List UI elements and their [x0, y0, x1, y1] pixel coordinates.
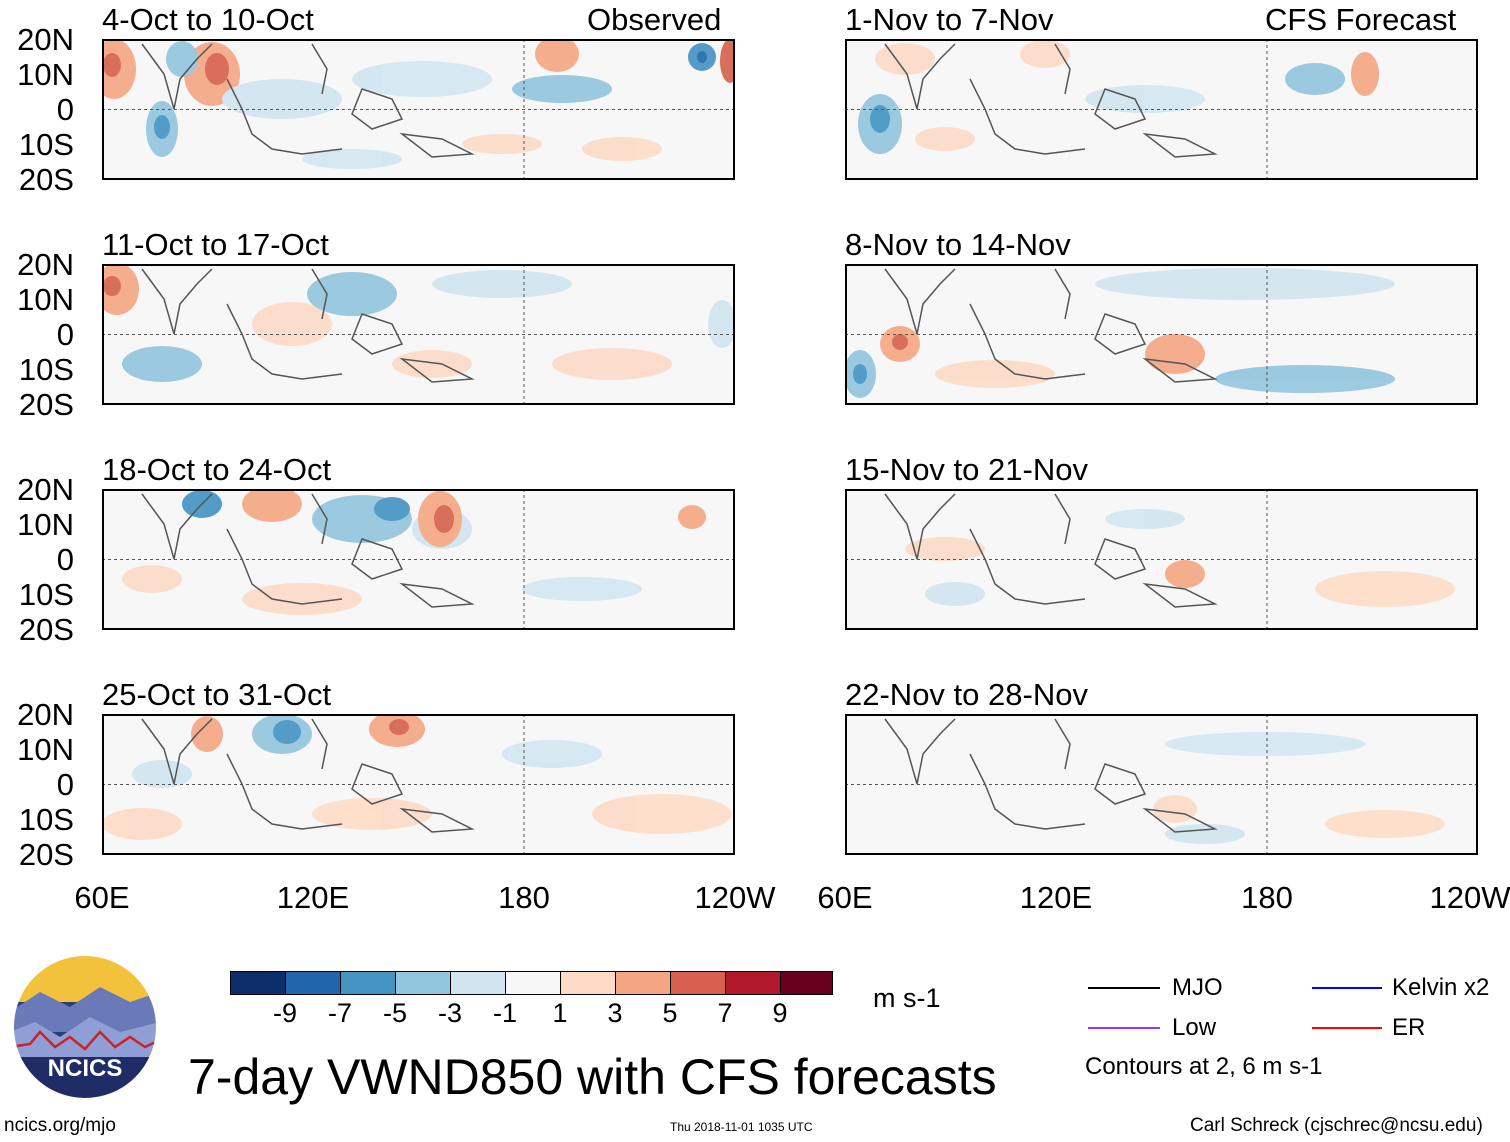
y-tick-label: 0	[56, 92, 74, 127]
colorbar-swatch	[395, 971, 451, 995]
y-tick-label: 10S	[18, 802, 74, 837]
contours-note: Contours at 2, 6 m s-1	[1085, 1053, 1323, 1080]
legend-line-er	[1312, 1027, 1382, 1029]
colorbar-swatch	[780, 971, 833, 995]
y-tick-label: 0	[56, 767, 74, 802]
colorbar-swatch	[670, 971, 726, 995]
legend-label-kelvin: Kelvin x2	[1392, 974, 1490, 1001]
colorbar-label: 5	[662, 998, 678, 1028]
legend-line-low	[1088, 1027, 1160, 1029]
y-tick-label: 10N	[17, 57, 74, 92]
map-panel-obs-2	[102, 264, 735, 405]
map-panel-fcst-4	[845, 714, 1478, 855]
panel-title-fcst-2: 8-Nov to 14-Nov	[845, 227, 1071, 262]
footer-timestamp: Thu 2018-11-01 1035 UTC	[670, 1120, 813, 1134]
logo-text: NCICS	[48, 1055, 123, 1082]
legend-line-kelvin	[1312, 987, 1382, 989]
y-tick-label: 20S	[18, 162, 74, 197]
colorbar-label: -3	[437, 998, 463, 1028]
x-tick-label: 180	[1241, 880, 1293, 915]
y-tick-label: 10N	[17, 282, 74, 317]
footer-url: ncics.org/mjo	[4, 1115, 116, 1136]
panel-title-obs-1: 4-Oct to 10-Oct	[102, 2, 314, 37]
x-tick-label: 180	[498, 880, 550, 915]
x-tick-label: 120E	[276, 880, 350, 915]
legend-line-mjo	[1088, 987, 1160, 989]
legend-label-er: ER	[1392, 1014, 1426, 1041]
map-panel-obs-1	[102, 39, 735, 180]
footer-credit: Carl Schreck (cjschrec@ncsu.edu)	[1190, 1115, 1483, 1136]
map-panel-obs-4	[102, 714, 735, 855]
y-tick-label: 20N	[17, 247, 74, 282]
y-tick-label: 20S	[18, 837, 74, 872]
y-tick-label: 10N	[17, 507, 74, 542]
colorbar-units: m s-1	[873, 983, 941, 1013]
colorbar-swatch	[560, 971, 616, 995]
legend-label-mjo: MJO	[1172, 974, 1223, 1001]
x-tick-label: 120W	[1429, 880, 1510, 915]
y-tick-label: 20S	[18, 387, 74, 422]
colorbar-label: 1	[552, 998, 568, 1028]
colorbar-swatch	[725, 971, 781, 995]
x-tick-label: 60E	[817, 880, 873, 915]
colorbar-label: -9	[272, 998, 298, 1028]
panel-title-obs-3: 18-Oct to 24-Oct	[102, 452, 332, 487]
colorbar-swatch	[505, 971, 561, 995]
colorbar-label: 7	[717, 998, 733, 1028]
panel-title-fcst-3: 15-Nov to 21-Nov	[845, 452, 1088, 487]
y-tick-label: 20N	[17, 472, 74, 507]
y-tick-label: 0	[56, 317, 74, 352]
colorbar-label: 9	[772, 998, 788, 1028]
map-panel-fcst-2	[845, 264, 1478, 405]
y-tick-label: 10N	[17, 732, 74, 767]
y-tick-label: 20S	[18, 612, 74, 647]
cfs-forecast-label: CFS Forecast	[1265, 2, 1457, 37]
y-tick-label: 0	[56, 542, 74, 577]
observed-label: Observed	[587, 2, 722, 37]
y-tick-label: 10S	[18, 577, 74, 612]
x-tick-label: 120E	[1019, 880, 1093, 915]
colorbar-swatch	[450, 971, 506, 995]
panel-title-obs-4: 25-Oct to 31-Oct	[102, 677, 332, 712]
colorbar-label: -1	[492, 998, 518, 1028]
map-panel-obs-3	[102, 489, 735, 630]
main-title: 7-day VWND850 with CFS forecasts	[188, 1049, 997, 1105]
legend-label-low: Low	[1172, 1014, 1217, 1041]
colorbar-swatch	[340, 971, 396, 995]
colorbar-label: 3	[607, 998, 623, 1028]
colorbar-swatch	[615, 971, 671, 995]
colorbar-swatch	[285, 971, 341, 995]
ncics-logo: NCICS	[12, 954, 158, 1100]
colorbar-swatch	[230, 971, 286, 995]
colorbar-label: -5	[382, 998, 408, 1028]
panel-title-fcst-4: 22-Nov to 28-Nov	[845, 677, 1088, 712]
colorbar-label: -7	[327, 998, 353, 1028]
panel-title-fcst-1: 1-Nov to 7-Nov	[845, 2, 1054, 37]
y-tick-label: 20N	[17, 22, 74, 57]
map-panel-fcst-3	[845, 489, 1478, 630]
map-panel-fcst-1	[845, 39, 1478, 180]
y-tick-label: 20N	[17, 697, 74, 732]
x-tick-label: 60E	[74, 880, 130, 915]
panel-title-obs-2: 11-Oct to 17-Oct	[102, 227, 329, 262]
y-tick-label: 10S	[18, 352, 74, 387]
x-tick-label: 120W	[694, 880, 776, 915]
y-tick-label: 10S	[18, 127, 74, 162]
